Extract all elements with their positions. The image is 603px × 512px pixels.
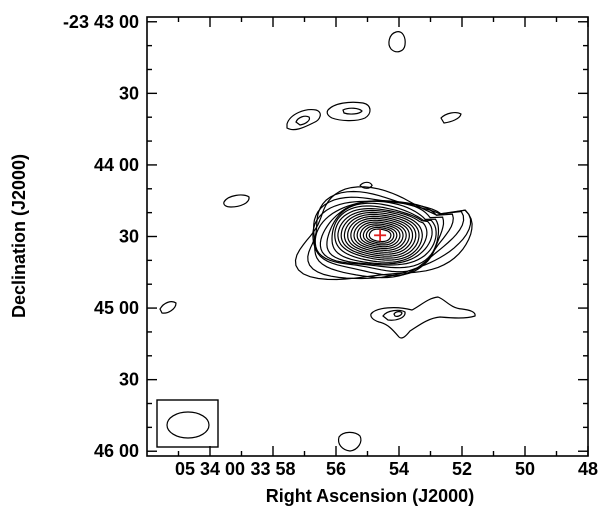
beam-box bbox=[156, 399, 219, 448]
main-source-contour-level bbox=[368, 228, 392, 243]
x-axis-title: Right Ascension (J2000) bbox=[266, 486, 474, 506]
main-source-contour-level bbox=[356, 221, 404, 250]
isolated-contours bbox=[159, 31, 476, 452]
contour-blob-far-left bbox=[159, 301, 177, 314]
contour-blob-lower-right-inner bbox=[382, 309, 406, 321]
contour-blob-top bbox=[388, 31, 406, 53]
main-source-contour-level bbox=[307, 190, 472, 280]
main-source-contour-level bbox=[319, 200, 440, 269]
contour-blob-upper-left bbox=[286, 109, 321, 131]
y-tick-label: -23 43 00 bbox=[63, 12, 139, 32]
x-tick-label: 33 58 bbox=[250, 459, 295, 479]
main-source-contour-level bbox=[365, 226, 395, 244]
main-source-contours bbox=[294, 181, 473, 281]
contour-blob-upper-center-inner bbox=[342, 107, 363, 115]
contour-blob-lower-right-core bbox=[393, 311, 403, 317]
x-tick-label: 50 bbox=[515, 459, 535, 479]
x-tick-label: 54 bbox=[389, 459, 409, 479]
y-tick-label: 44 00 bbox=[94, 155, 139, 175]
y-tick-label: 30 bbox=[119, 227, 139, 247]
main-source-contour-level bbox=[340, 211, 420, 259]
y-tick-label: 30 bbox=[119, 83, 139, 103]
main-source-contour-level bbox=[362, 225, 398, 246]
main-source-contour-level bbox=[331, 205, 433, 265]
main-source-contour-level bbox=[353, 219, 407, 252]
contour-blob-upper-left-inner bbox=[295, 115, 311, 126]
contour-blob-upper-center bbox=[326, 101, 371, 122]
main-source-contour-level bbox=[326, 202, 437, 266]
plot-frame bbox=[146, 16, 589, 457]
main-source-contour-level bbox=[334, 208, 428, 263]
x-tick-label: 52 bbox=[452, 459, 472, 479]
contour-blob-bottom bbox=[337, 431, 362, 452]
y-axis-ticks bbox=[147, 21, 588, 452]
x-axis-tick-labels: 05 34 00 33 58 56 54 52 50 48 bbox=[175, 459, 598, 479]
y-tick-label: 46 00 bbox=[94, 441, 139, 461]
main-source-contour-level bbox=[314, 200, 445, 273]
y-axis-tick-labels: -23 43 00 30 44 00 30 45 00 30 46 00 bbox=[63, 12, 139, 461]
x-axis-ticks bbox=[177, 17, 589, 456]
contour-blob-lower-right bbox=[370, 296, 476, 339]
contour-blob-left bbox=[223, 194, 250, 208]
x-tick-label: 05 34 00 bbox=[175, 459, 245, 479]
main-source-contour-level bbox=[347, 215, 414, 255]
y-tick-label: 45 00 bbox=[94, 298, 139, 318]
contour-blob-upper-right bbox=[440, 112, 462, 124]
main-source-contour-level bbox=[294, 186, 473, 281]
main-source-contour-level bbox=[359, 223, 401, 248]
main-source-contour-level bbox=[350, 217, 410, 253]
main-source-knot bbox=[359, 181, 373, 189]
x-tick-label: 56 bbox=[326, 459, 346, 479]
main-source-contour-level bbox=[337, 209, 423, 261]
main-source-contour-level bbox=[343, 213, 417, 257]
y-axis-title: Declination (J2000) bbox=[9, 154, 29, 318]
y-tick-label: 30 bbox=[119, 370, 139, 390]
source-position-marker bbox=[374, 229, 387, 242]
beam-ellipse bbox=[166, 411, 210, 439]
x-tick-label: 48 bbox=[578, 459, 598, 479]
